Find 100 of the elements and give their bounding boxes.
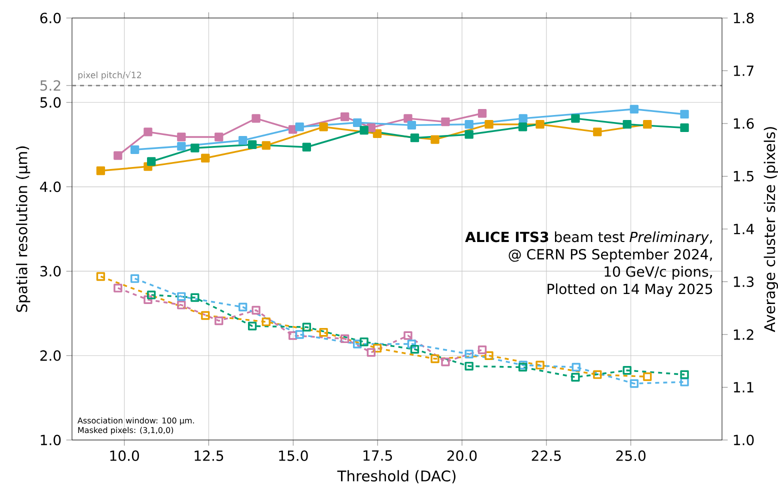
y-tick-label: 1.0 [40, 434, 61, 446]
point [352, 340, 362, 348]
x-tick-label: 22.5 [532, 450, 561, 461]
point [410, 134, 420, 142]
point [147, 290, 156, 300]
point [190, 144, 200, 152]
y-tick-label: 5.2 [40, 80, 60, 91]
point [295, 122, 304, 132]
point [262, 318, 270, 326]
point [571, 372, 580, 382]
point [248, 140, 257, 149]
point [319, 122, 328, 132]
point [441, 117, 450, 126]
point [410, 344, 420, 354]
point [144, 295, 152, 304]
point [288, 331, 298, 340]
point [372, 129, 382, 138]
point [360, 338, 368, 346]
point [144, 128, 152, 136]
point [680, 378, 689, 386]
point [622, 366, 632, 375]
point [114, 151, 122, 160]
point [201, 311, 210, 320]
point [430, 135, 440, 144]
y2-tick-label: 1.1 [734, 382, 754, 392]
point [177, 300, 186, 310]
point [340, 112, 350, 122]
point [571, 114, 580, 123]
x-axis-title: Threshold (DAC) [337, 470, 456, 484]
point [214, 316, 224, 326]
point [464, 130, 474, 139]
x-tick-label: 20.0 [447, 450, 477, 461]
point [680, 123, 689, 132]
y-axis-title: Spatial resolution (µm) [16, 146, 30, 312]
point [464, 362, 474, 370]
point [484, 120, 494, 129]
point [407, 340, 416, 348]
point [302, 322, 312, 332]
y2-tick-label: 1.3 [734, 276, 754, 288]
point [177, 132, 186, 142]
point [252, 306, 260, 315]
point [407, 120, 416, 130]
point [201, 154, 210, 162]
y-tick-label: 2.0 [40, 350, 61, 361]
point [214, 132, 224, 142]
annotation: Masked pixels: (3,1,0,0) [78, 426, 174, 435]
y2-tick-label: 1.8 [734, 12, 754, 24]
y2-tick-label: 1.7 [734, 66, 754, 76]
point [643, 120, 652, 129]
point [340, 334, 350, 344]
point [302, 142, 312, 152]
point [352, 118, 362, 127]
point [518, 362, 528, 372]
annotation: 10 GeV/c pions, [604, 266, 712, 280]
point [593, 370, 602, 379]
point [248, 322, 257, 330]
point [430, 354, 440, 364]
point [372, 344, 382, 353]
point [177, 292, 186, 301]
point [190, 293, 200, 302]
y2-tick-label: 1.0 [734, 434, 754, 446]
x-tick-label: 25.0 [616, 450, 646, 461]
point [404, 331, 412, 340]
point [177, 142, 186, 151]
point [130, 274, 140, 283]
point [593, 128, 602, 136]
point [630, 104, 639, 114]
point [478, 345, 487, 354]
point [96, 166, 106, 176]
point [536, 120, 544, 129]
x-tick-label: 10.0 [110, 450, 139, 461]
point [238, 302, 248, 312]
point [114, 284, 122, 292]
y-tick-label: 6.0 [40, 12, 61, 24]
point [130, 145, 140, 154]
x-tick-label: 12.5 [194, 450, 224, 461]
point [238, 136, 248, 145]
point [536, 360, 544, 370]
y2-tick-label: 1.2 [734, 329, 754, 340]
point [622, 120, 632, 129]
point [360, 126, 368, 135]
point [147, 157, 156, 166]
y-tick-label: 4.0 [40, 182, 61, 192]
point [262, 141, 270, 150]
point [680, 370, 689, 379]
point [478, 109, 487, 118]
point [518, 114, 528, 123]
annotation: Association window: 100 µm. [78, 417, 194, 426]
annotation: Plotted on 14 May 2025 [548, 283, 712, 297]
point [518, 360, 528, 370]
point [630, 379, 639, 388]
point [643, 372, 652, 382]
point [366, 348, 376, 357]
point [464, 350, 474, 358]
point [680, 110, 689, 119]
x-tick-label: 17.5 [364, 450, 392, 461]
point [319, 328, 328, 337]
y-tick-label: 3.0 [40, 266, 61, 276]
point [464, 120, 474, 129]
annotation: ALICE ITS3 beam test Preliminary, [465, 231, 712, 245]
